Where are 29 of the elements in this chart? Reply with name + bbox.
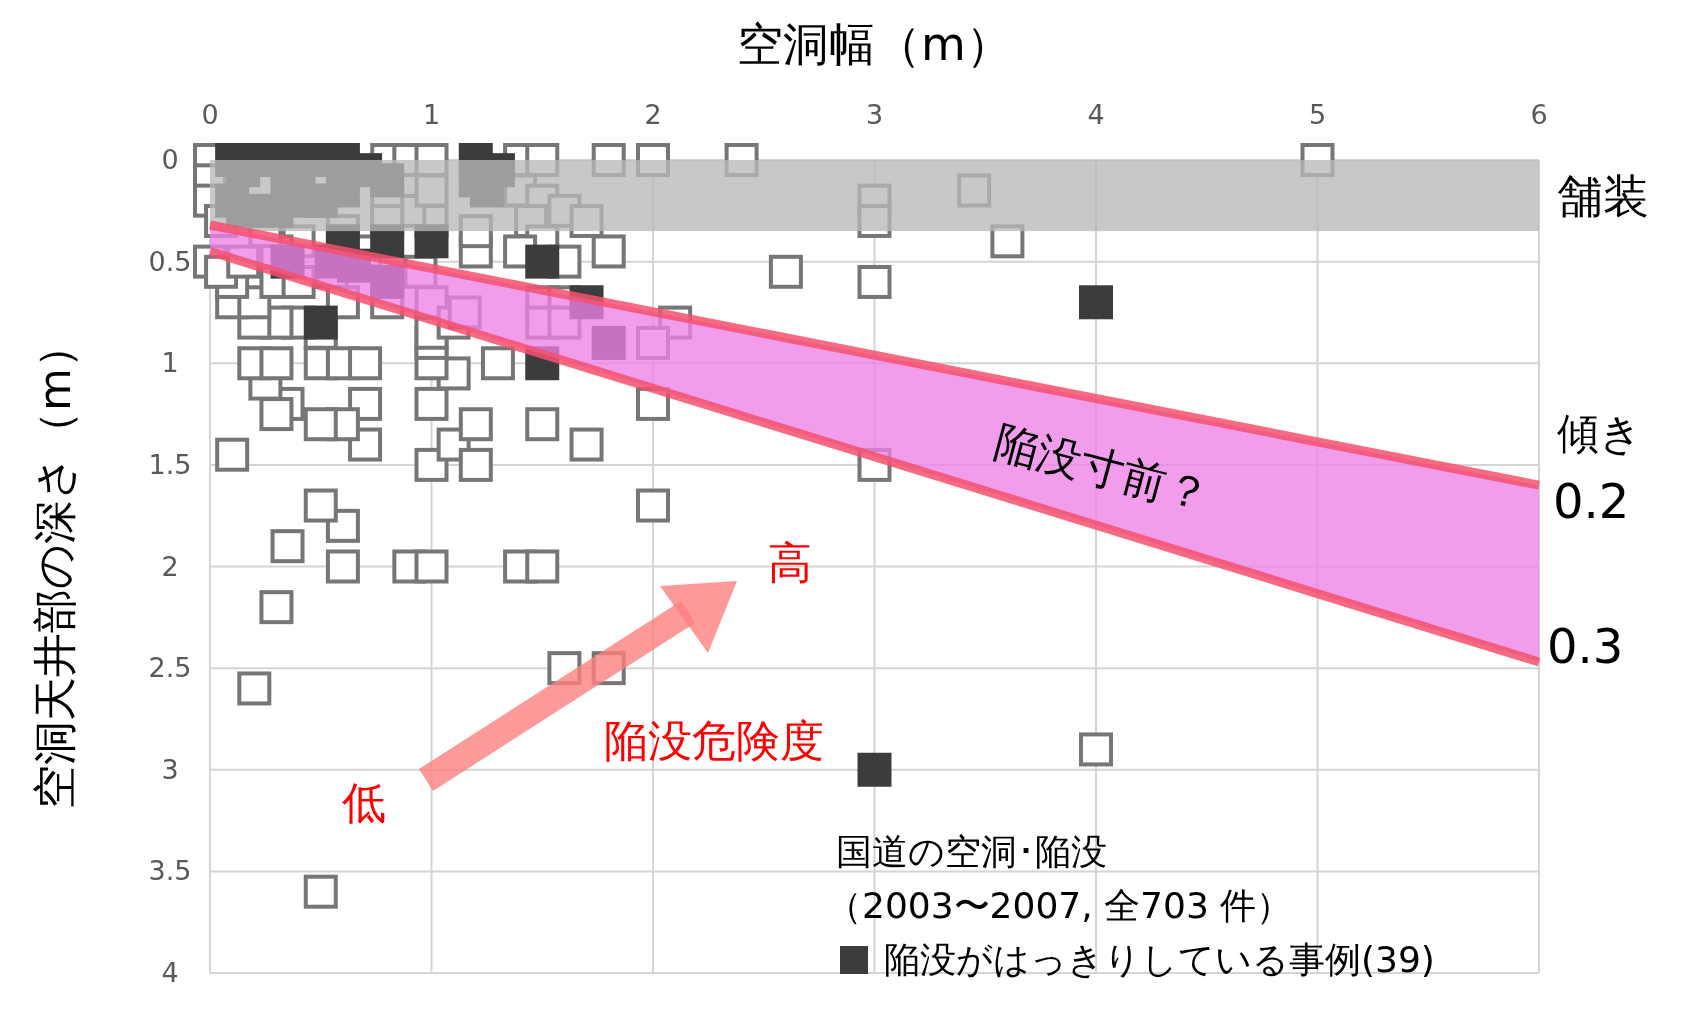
y-tick-label: 1 [161,347,179,379]
y-tick-label: 2.5 [148,652,192,684]
y-tick-label: 3 [161,753,179,785]
x-tick-label: 4 [1087,99,1105,130]
x-tick-label: 0 [201,99,219,130]
x-tick-label: 3 [865,99,884,130]
annotation: 陥没危険度 [604,715,824,766]
y-tick-label: 0 [161,144,179,175]
text: 傾き [1557,409,1642,458]
x-tick-label: 5 [1308,99,1327,130]
text: 0.3 [1547,618,1624,674]
annotation: （2003〜2007, 全703 件） [826,885,1293,926]
y-tick-label: 4 [161,957,179,988]
x-tick-label: 2 [644,99,662,130]
text: 0.2 [1553,473,1630,529]
x-axis-title: 空洞幅（m） [737,17,1012,71]
x-tick-label: 1 [422,99,441,130]
annotation: 高 [768,537,812,588]
y-tick-label: 0.5 [148,245,192,277]
legend-label: 陥没がはっきりしている事例(39) [884,939,1435,980]
y-tick-label: 2 [161,550,179,582]
annotation: 低 [342,777,386,828]
annotation: 国道の空洞･陥没 [836,831,1107,872]
x-tick-label: 6 [1530,99,1548,130]
y-tick-label: 3.5 [148,855,192,887]
y-tick-label: 1.5 [148,448,192,480]
band-label: 舗装 [1557,168,1649,223]
annotation: 陥没寸前？ [989,414,1215,522]
y-axis-title: 空洞天井部の深さ（m） [29,324,80,809]
